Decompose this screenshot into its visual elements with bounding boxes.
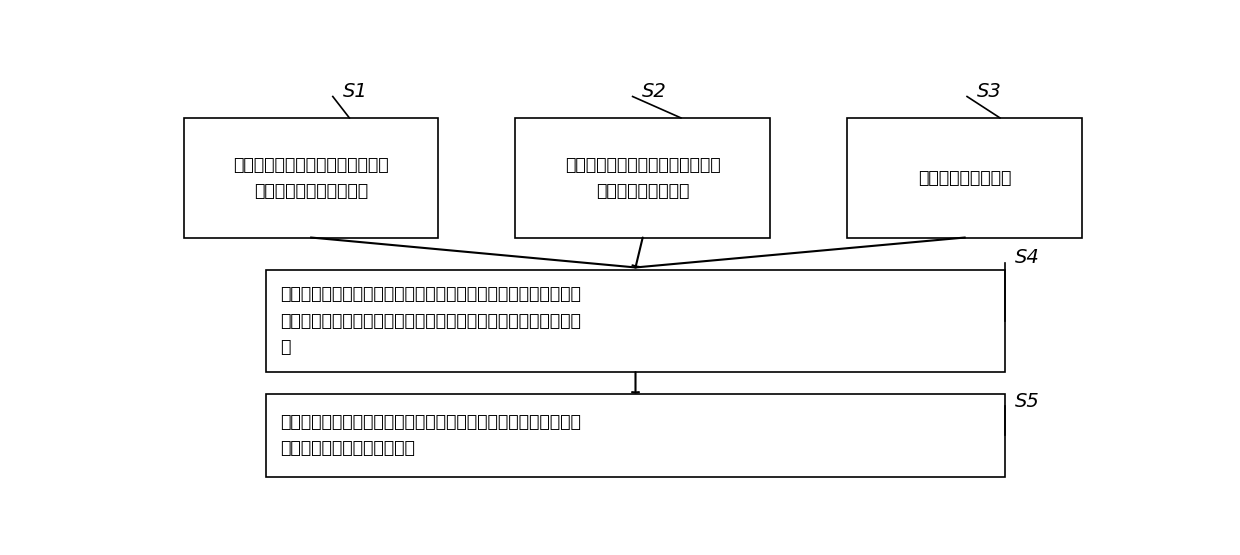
Text: S4: S4 [1016,249,1040,268]
Bar [265,270,1006,372]
Text: 根据血液动力学、图像处理软件等血流速度波形信号、压力波形信
号、心电信号以及血管影像图形进行处理得出颈内动脉血管指标参
数: 根据血液动力学、图像处理软件等血流速度波形信号、压力波形信 号、心电信号以及血管… [280,285,580,356]
Bar [516,118,770,238]
Text: 根据系统预设的指标参数范围、评分模型对颈内动脉血管指标参数
进行评分得出对应的评分结果: 根据系统预设的指标参数范围、评分模型对颈内动脉血管指标参数 进行评分得出对应的评… [280,413,580,457]
Text: S5: S5 [1016,392,1040,411]
Bar [184,118,439,238]
Text: 获取人体颈内动脉血管的血流速度
波形信号和血管影像图形: 获取人体颈内动脉血管的血流速度 波形信号和血管影像图形 [233,155,389,200]
Bar [265,393,1006,477]
Text: S1: S1 [342,82,367,101]
Text: 获取人体的心电信号: 获取人体的心电信号 [918,169,1012,186]
Text: 获取人体颈内动脉血管的血液对血
管壁的压力波形信号: 获取人体颈内动脉血管的血液对血 管壁的压力波形信号 [565,155,720,200]
Text: S2: S2 [642,82,667,101]
Bar [847,118,1083,238]
Text: S3: S3 [977,82,1002,101]
